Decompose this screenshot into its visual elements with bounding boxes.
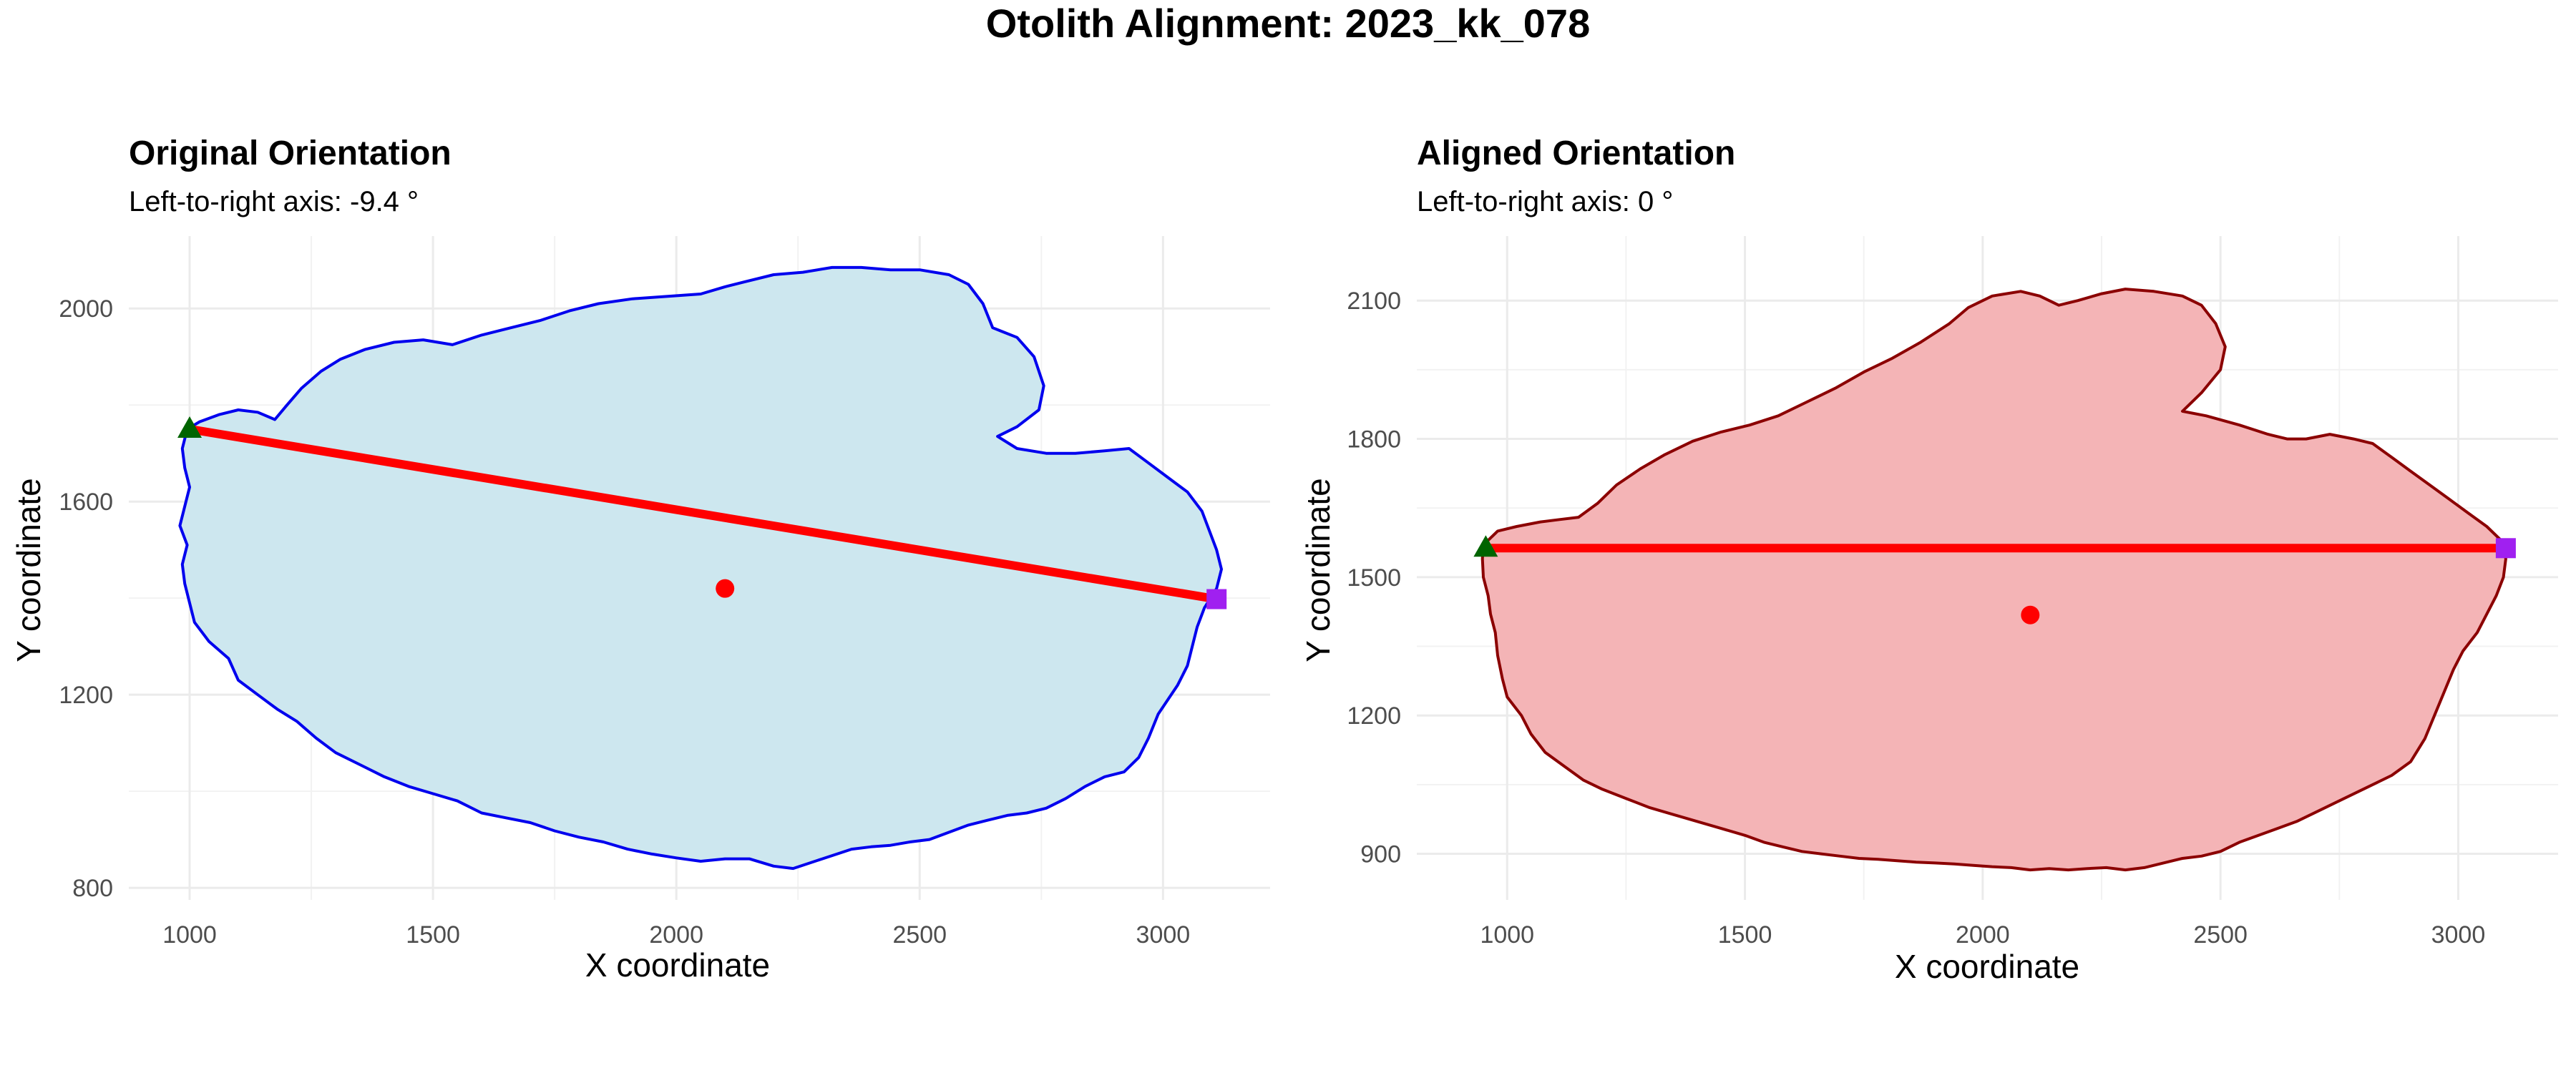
y-tick-labels: 800 1200 1600 2000 [59,295,113,902]
x-tick-labels: 1000 1500 2000 2500 3000 [1480,921,2485,949]
y-tick-label: 1200 [1347,702,1401,730]
x-tick-labels: 1000 1500 2000 2500 3000 [162,921,1190,949]
centroid-point [2021,605,2040,624]
left-right-axis-line [189,425,1218,604]
y-tick-label: 900 [1360,841,1401,868]
panel-title: Aligned Orientation [1417,134,1735,172]
y-tick-label: 1800 [1347,426,1401,454]
y-tick-label: 1200 [59,682,113,709]
x-tick-label: 1500 [406,921,460,949]
y-tick-label: 1600 [59,489,113,516]
x-axis-label: X coordinate [585,946,770,984]
end-marker-square [2495,538,2516,559]
x-tick-label: 1000 [162,921,217,949]
y-tick-label: 1500 [1347,564,1401,592]
y-tick-label: 2100 [1347,288,1401,315]
panel-aligned: Aligned Orientation Left-to-right axis: … [1299,134,2558,985]
panel-subtitle: Left-to-right axis: -9.4 ° [129,186,419,217]
start-marker-triangle [1473,535,1498,557]
x-tick-label: 3000 [1136,921,1191,949]
end-marker-square [1206,589,1227,609]
y-tick-label: 800 [72,875,113,902]
figure-title: Otolith Alignment: 2023_kk_078 [986,1,1590,46]
otolith-outline [1480,288,2507,872]
centroid-point [716,579,735,598]
panel-title: Original Orientation [129,134,452,172]
otolith-outline [178,265,1223,871]
y-tick-labels: 900 1200 1500 1800 2100 [1347,288,1401,868]
x-tick-label: 2500 [892,921,947,949]
x-tick-label: 1000 [1480,921,1534,949]
panel-original: Original Orientation Left-to-right axis:… [10,134,1270,984]
panel-subtitle: Left-to-right axis: 0 ° [1417,186,1673,217]
y-axis-label: Y coordinate [10,478,47,662]
x-tick-label: 3000 [2431,921,2486,949]
x-tick-label: 2000 [1956,921,2010,949]
y-axis-label: Y coordinate [1299,478,1337,662]
x-tick-label: 1500 [1718,921,1772,949]
x-tick-label: 2000 [649,921,703,949]
start-marker-triangle [177,416,203,438]
x-tick-label: 2500 [2193,921,2248,949]
x-axis-label: X coordinate [1895,948,2079,985]
y-tick-label: 2000 [59,295,113,323]
